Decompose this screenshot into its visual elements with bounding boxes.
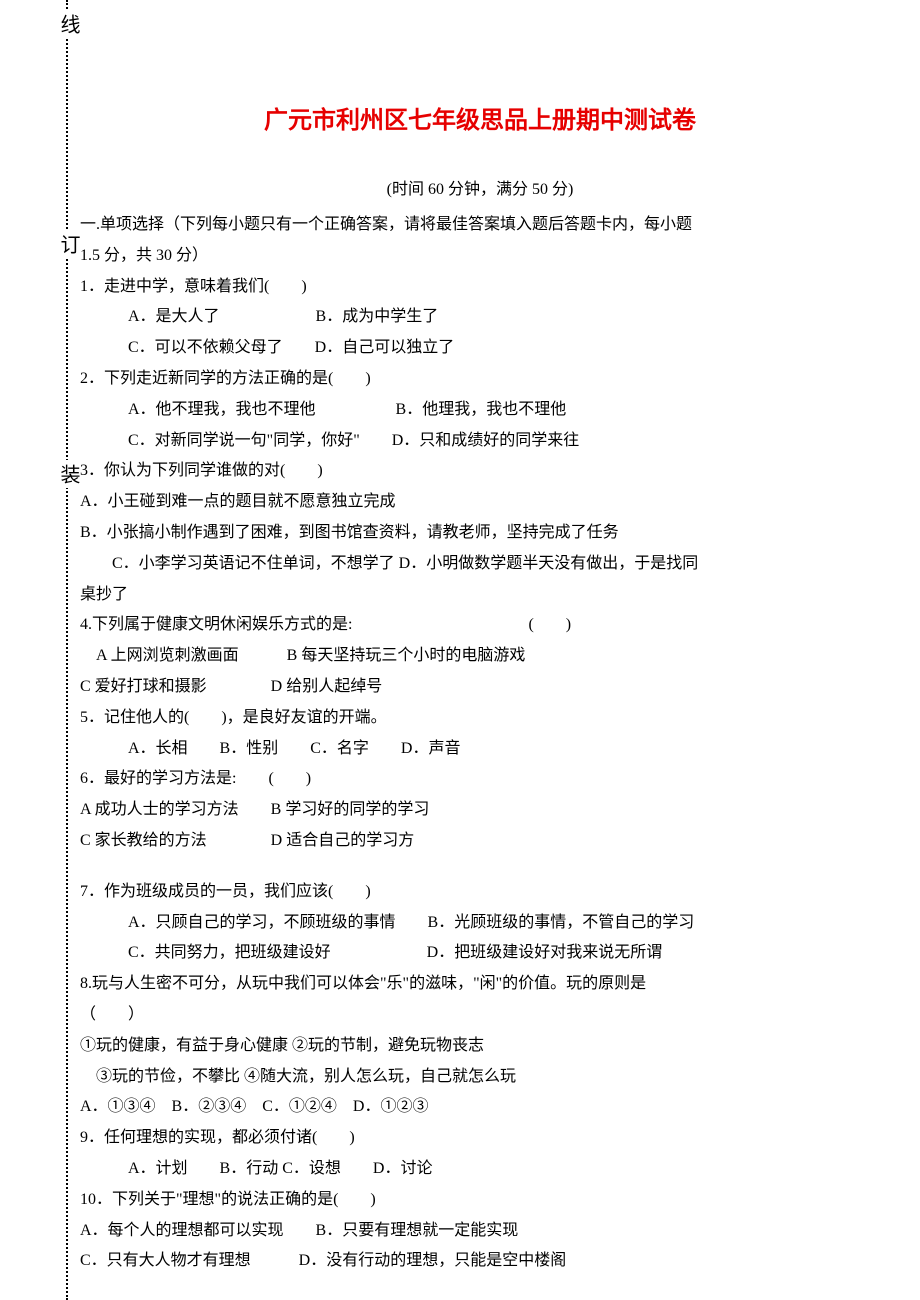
q1-stem: 1．走进中学，意味着我们( ) (80, 273, 880, 302)
exam-title: 广元市利州区七年级思品上册期中测试卷 (80, 100, 880, 135)
q2-stem: 2．下列走近新同学的方法正确的是( ) (80, 365, 880, 394)
q7-options-line-1: A．只顾自己的学习，不顾班级的事情 B．光顾班级的事情，不管自己的学习 (80, 909, 880, 938)
q3-option-b: B．小张搞小制作遇到了困难，到图书馆查资料，请教老师，坚持完成了任务 (80, 519, 880, 548)
binding-dotted-line (66, 0, 68, 1300)
exam-subtitle: (时间 60 分钟，满分 50 分) (80, 175, 880, 199)
q3-option-a: A．小王碰到难一点的题目就不愿意独立完成 (80, 488, 880, 517)
q8-options: A．①③④ B．②③④ C．①②④ D．①②③ (80, 1093, 880, 1122)
q2-options-line-2: C．对新同学说一句"同学，你好" D．只和成绩好的同学来往 (80, 427, 880, 456)
q4-options-line-1: A 上网浏览刺激画面 B 每天坚持玩三个小时的电脑游戏 (80, 642, 880, 671)
page-content: 广元市利州区七年级思品上册期中测试卷 (时间 60 分钟，满分 50 分) 一.… (80, 100, 880, 1278)
q3-option-c-line-1: C．小李学习英语记不住单词，不想学了 D．小明做数学题半天没有做出，于是找同 (80, 550, 880, 579)
q8-stem-line-1: 8.玩与人生密不可分，从玩中我们可以体会"乐"的滋味，"闲"的价值。玩的原则是 (80, 970, 880, 999)
q5-stem: 5．记住他人的( )，是良好友谊的开端。 (80, 704, 880, 733)
q5-options: A．长相 B．性别 C．名字 D．声音 (80, 735, 880, 764)
binding-char-line: 线 (54, 10, 83, 38)
section-1-intro-line-2: 1.5 分，共 30 分） (80, 242, 880, 271)
q10-options-line-1: A．每个人的理想都可以实现 B．只要有理想就一定能实现 (80, 1217, 880, 1246)
q4-stem: 4.下列属于健康文明休闲娱乐方式的是: ( ) (80, 611, 880, 640)
q3-stem: 3．你认为下列同学谁做的对( ) (80, 457, 880, 486)
q6-stem: 6．最好的学习方法是: ( ) (80, 765, 880, 794)
q3-option-c-line-2: 桌抄了 (80, 581, 880, 610)
q8-circled-line-2: ③玩的节俭，不攀比 ④随大流，别人怎么玩，自己就怎么玩 (80, 1063, 880, 1092)
q8-circled-line-1: ①玩的健康，有益于身心健康 ②玩的节制，避免玩物丧志 (80, 1032, 880, 1061)
q9-options: A．计划 B．行动 C．设想 D．讨论 (80, 1155, 880, 1184)
q6-options-line-2: C 家长教给的方法 D 适合自己的学习方 (80, 827, 880, 856)
binding-char-bind: 装 (54, 460, 83, 488)
binding-char-staple: 订 (54, 230, 83, 258)
q10-stem: 10．下列关于"理想"的说法正确的是( ) (80, 1186, 880, 1215)
q6-options-line-1: A 成功人士的学习方法 B 学习好的同学的学习 (80, 796, 880, 825)
q7-stem: 7．作为班级成员的一员，我们应该( ) (80, 878, 880, 907)
q9-stem: 9．任何理想的实现，都必须付诸( ) (80, 1124, 880, 1153)
q10-options-line-2: C．只有大人物才有理想 D．没有行动的理想，只能是空中楼阁 (80, 1247, 880, 1276)
q4-options-line-2: C 爱好打球和摄影 D 给别人起绰号 (80, 673, 880, 702)
q8-stem-line-2: （ ） (80, 1001, 880, 1030)
q2-options-line-1: A．他不理我，我也不理他 B．他理我，我也不理他 (80, 396, 880, 425)
section-1-intro-line-1: 一.单项选择（下列每小题只有一个正确答案，请将最佳答案填入题后答题卡内，每小题 (80, 211, 880, 240)
q1-options-line-2: C．可以不依赖父母了 D．自己可以独立了 (80, 334, 880, 363)
spacer (80, 858, 880, 878)
binding-margin: 线 订 装 (28, 0, 68, 1300)
q7-options-line-2: C．共同努力，把班级建设好 D．把班级建设好对我来说无所谓 (80, 939, 880, 968)
q1-options-line-1: A．是大人了 B．成为中学生了 (80, 303, 880, 332)
